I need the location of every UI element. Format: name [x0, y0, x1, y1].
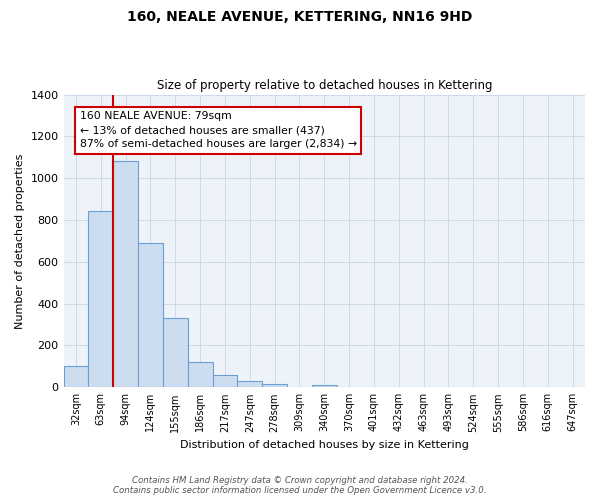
- Text: 160 NEALE AVENUE: 79sqm
← 13% of detached houses are smaller (437)
87% of semi-d: 160 NEALE AVENUE: 79sqm ← 13% of detache…: [80, 112, 357, 150]
- Bar: [238, 381, 262, 388]
- Text: Contains HM Land Registry data © Crown copyright and database right 2024.
Contai: Contains HM Land Registry data © Crown c…: [113, 476, 487, 495]
- Text: 160, NEALE AVENUE, KETTERING, NN16 9HD: 160, NEALE AVENUE, KETTERING, NN16 9HD: [127, 10, 473, 24]
- X-axis label: Distribution of detached houses by size in Kettering: Distribution of detached houses by size …: [180, 440, 469, 450]
- Title: Size of property relative to detached houses in Kettering: Size of property relative to detached ho…: [157, 79, 492, 92]
- Bar: [163, 318, 188, 388]
- Bar: [312, 385, 337, 388]
- Bar: [64, 366, 88, 388]
- Bar: [262, 384, 287, 388]
- Bar: [212, 375, 238, 388]
- Bar: [188, 362, 212, 388]
- Bar: [88, 210, 113, 388]
- Bar: [113, 162, 138, 388]
- Y-axis label: Number of detached properties: Number of detached properties: [15, 153, 25, 328]
- Bar: [138, 243, 163, 388]
